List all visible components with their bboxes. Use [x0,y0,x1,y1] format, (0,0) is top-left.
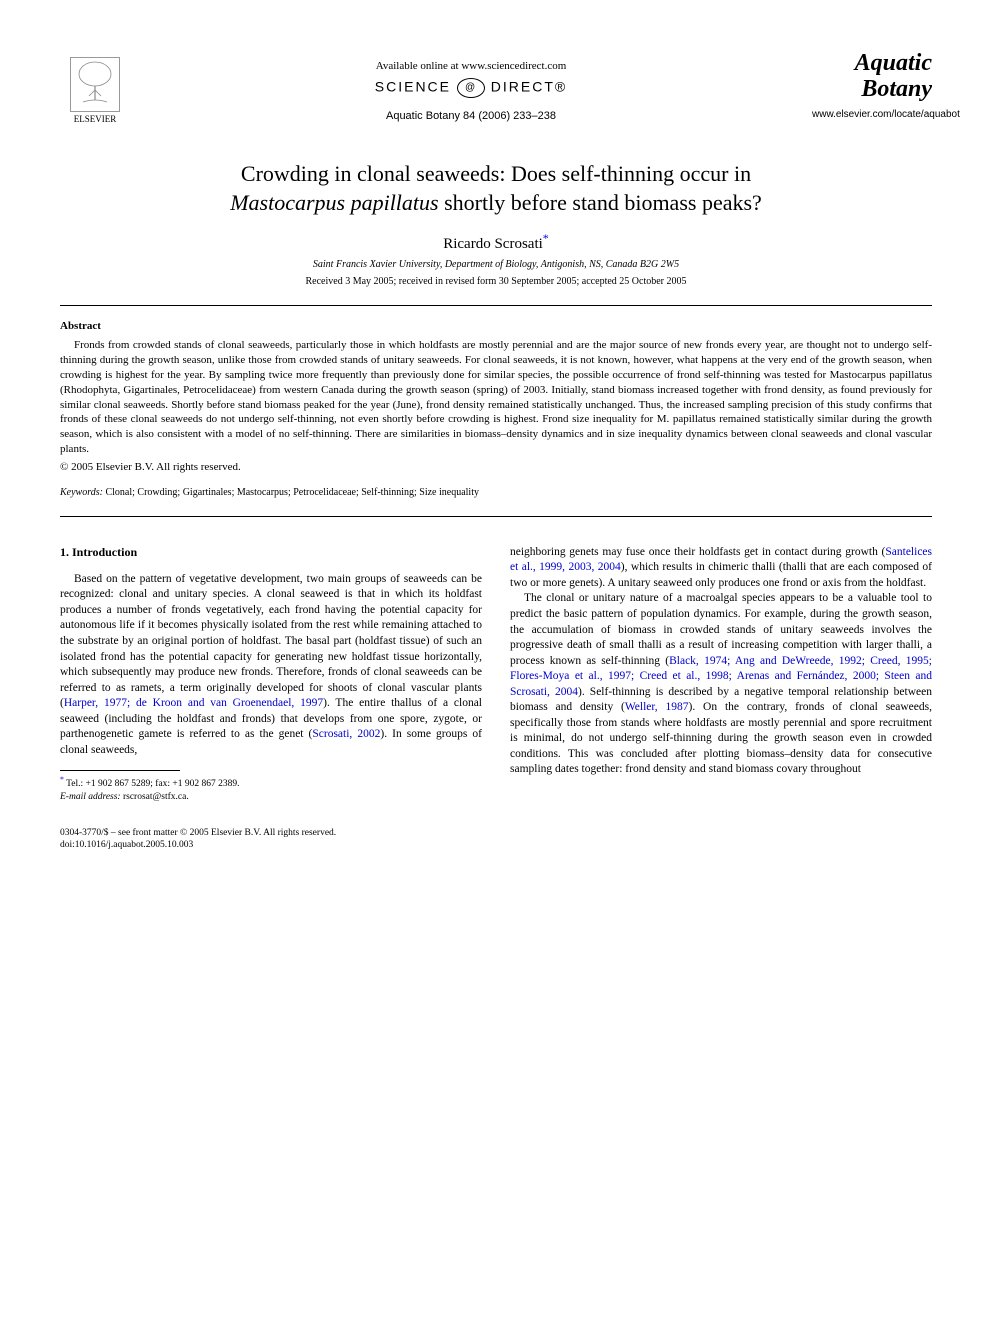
available-online-text: Available online at www.sciencedirect.co… [130,60,812,72]
sd-suffix: DIRECT® [491,79,567,95]
elsevier-logo: ELSEVIER [60,50,130,130]
ref-harper[interactable]: Harper, 1977; de Kroon and van Groenenda… [64,697,323,709]
keywords-text: Clonal; Crowding; Gigartinales; Mastocar… [103,487,479,498]
rule-bottom [60,516,932,517]
journal-url: www.elsevier.com/locate/aquabot [812,109,932,120]
journal-reference: Aquatic Botany 84 (2006) 233–238 [130,110,812,122]
footer-copyright: 0304-3770/$ – see front matter © 2005 El… [60,827,932,839]
journal-name-line1: Aquatic [812,50,932,76]
column-left: 1. Introduction Based on the pattern of … [60,545,482,803]
abstract-body: Fronds from crowded stands of clonal sea… [60,338,932,457]
article-title: Crowding in clonal seaweeds: Does self-t… [60,160,932,217]
column-right: neighboring genets may fuse once their h… [510,545,932,803]
body-columns: 1. Introduction Based on the pattern of … [60,545,932,803]
col2-paragraph-2: The clonal or unitary nature of a macroa… [510,591,932,777]
p1-text-a: Based on the pattern of vegetative devel… [60,573,482,709]
journal-logo: Aquatic Botany www.elsevier.com/locate/a… [812,50,932,120]
journal-name-line2: Botany [812,76,932,102]
author-name: Ricardo Scrosati* [60,231,932,253]
title-line1: Crowding in clonal seaweeds: Does self-t… [241,161,751,186]
elsevier-label: ELSEVIER [74,114,117,124]
sd-at-icon: @ [457,78,485,98]
email-label: E-mail address: [60,792,121,802]
ref-scrosati[interactable]: Scrosati, 2002 [312,728,380,740]
footnote-rule [60,770,180,771]
corresponding-footnote: * Tel.: +1 902 867 5289; fax: +1 902 867… [60,775,482,791]
ref-weller[interactable]: Weller, 1987 [625,701,689,713]
email-value: rscrosat@stfx.ca. [121,792,189,802]
author-marker[interactable]: * [543,231,549,245]
title-block: Crowding in clonal seaweeds: Does self-t… [60,160,932,287]
col2-paragraph-1: neighboring genets may fuse once their h… [510,545,932,592]
page-header: ELSEVIER Available online at www.science… [60,50,932,130]
footnote-tel: Tel.: +1 902 867 5289; fax: +1 902 867 2… [64,779,240,789]
email-footnote: E-mail address: rscrosat@stfx.ca. [60,791,482,803]
article-dates: Received 3 May 2005; received in revised… [60,276,932,287]
center-header: Available online at www.sciencedirect.co… [130,50,812,122]
abstract-copyright: © 2005 Elsevier B.V. All rights reserved… [60,461,932,473]
science-direct-logo: SCIENCE @ DIRECT® [130,78,812,98]
intro-paragraph-1: Based on the pattern of vegetative devel… [60,572,482,758]
page-footer: 0304-3770/$ – see front matter © 2005 El… [60,827,932,852]
intro-heading: 1. Introduction [60,545,482,560]
footer-doi: doi:10.1016/j.aquabot.2005.10.003 [60,839,932,851]
sd-prefix: SCIENCE [375,79,451,95]
author-text: Ricardo Scrosati [443,236,543,252]
title-species-italic: Mastocarpus papillatus [230,190,438,215]
elsevier-tree-icon [70,57,120,112]
title-line2-post: shortly before stand biomass peaks? [439,190,762,215]
c2p1-a: neighboring genets may fuse once their h… [510,546,885,558]
author-affiliation: Saint Francis Xavier University, Departm… [60,259,932,270]
keywords-line: Keywords: Clonal; Crowding; Gigartinales… [60,487,932,498]
keywords-label: Keywords: [60,487,103,498]
rule-top [60,305,932,306]
abstract-heading: Abstract [60,320,932,332]
